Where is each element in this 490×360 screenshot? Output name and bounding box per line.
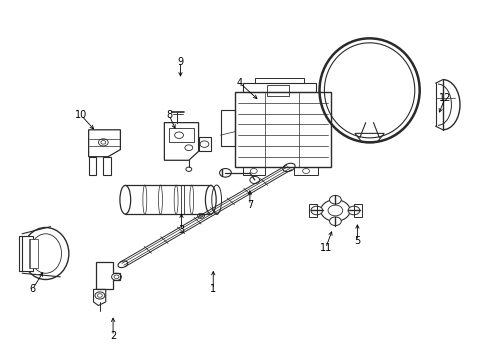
Circle shape [330, 195, 341, 204]
Text: 8: 8 [166, 111, 172, 121]
Text: 3: 3 [178, 225, 185, 235]
Text: 12: 12 [439, 93, 451, 103]
Polygon shape [28, 239, 38, 268]
Circle shape [321, 200, 350, 221]
Text: 1: 1 [210, 284, 216, 294]
Text: 5: 5 [354, 236, 361, 246]
Circle shape [311, 206, 323, 215]
Circle shape [330, 217, 341, 226]
Text: 6: 6 [29, 284, 35, 294]
Text: 2: 2 [110, 331, 116, 341]
Text: 7: 7 [247, 200, 253, 210]
Circle shape [348, 206, 360, 215]
Text: 4: 4 [237, 78, 243, 88]
Text: 11: 11 [319, 243, 332, 253]
Text: 9: 9 [177, 57, 184, 67]
Polygon shape [19, 235, 33, 271]
Text: 10: 10 [75, 111, 87, 121]
